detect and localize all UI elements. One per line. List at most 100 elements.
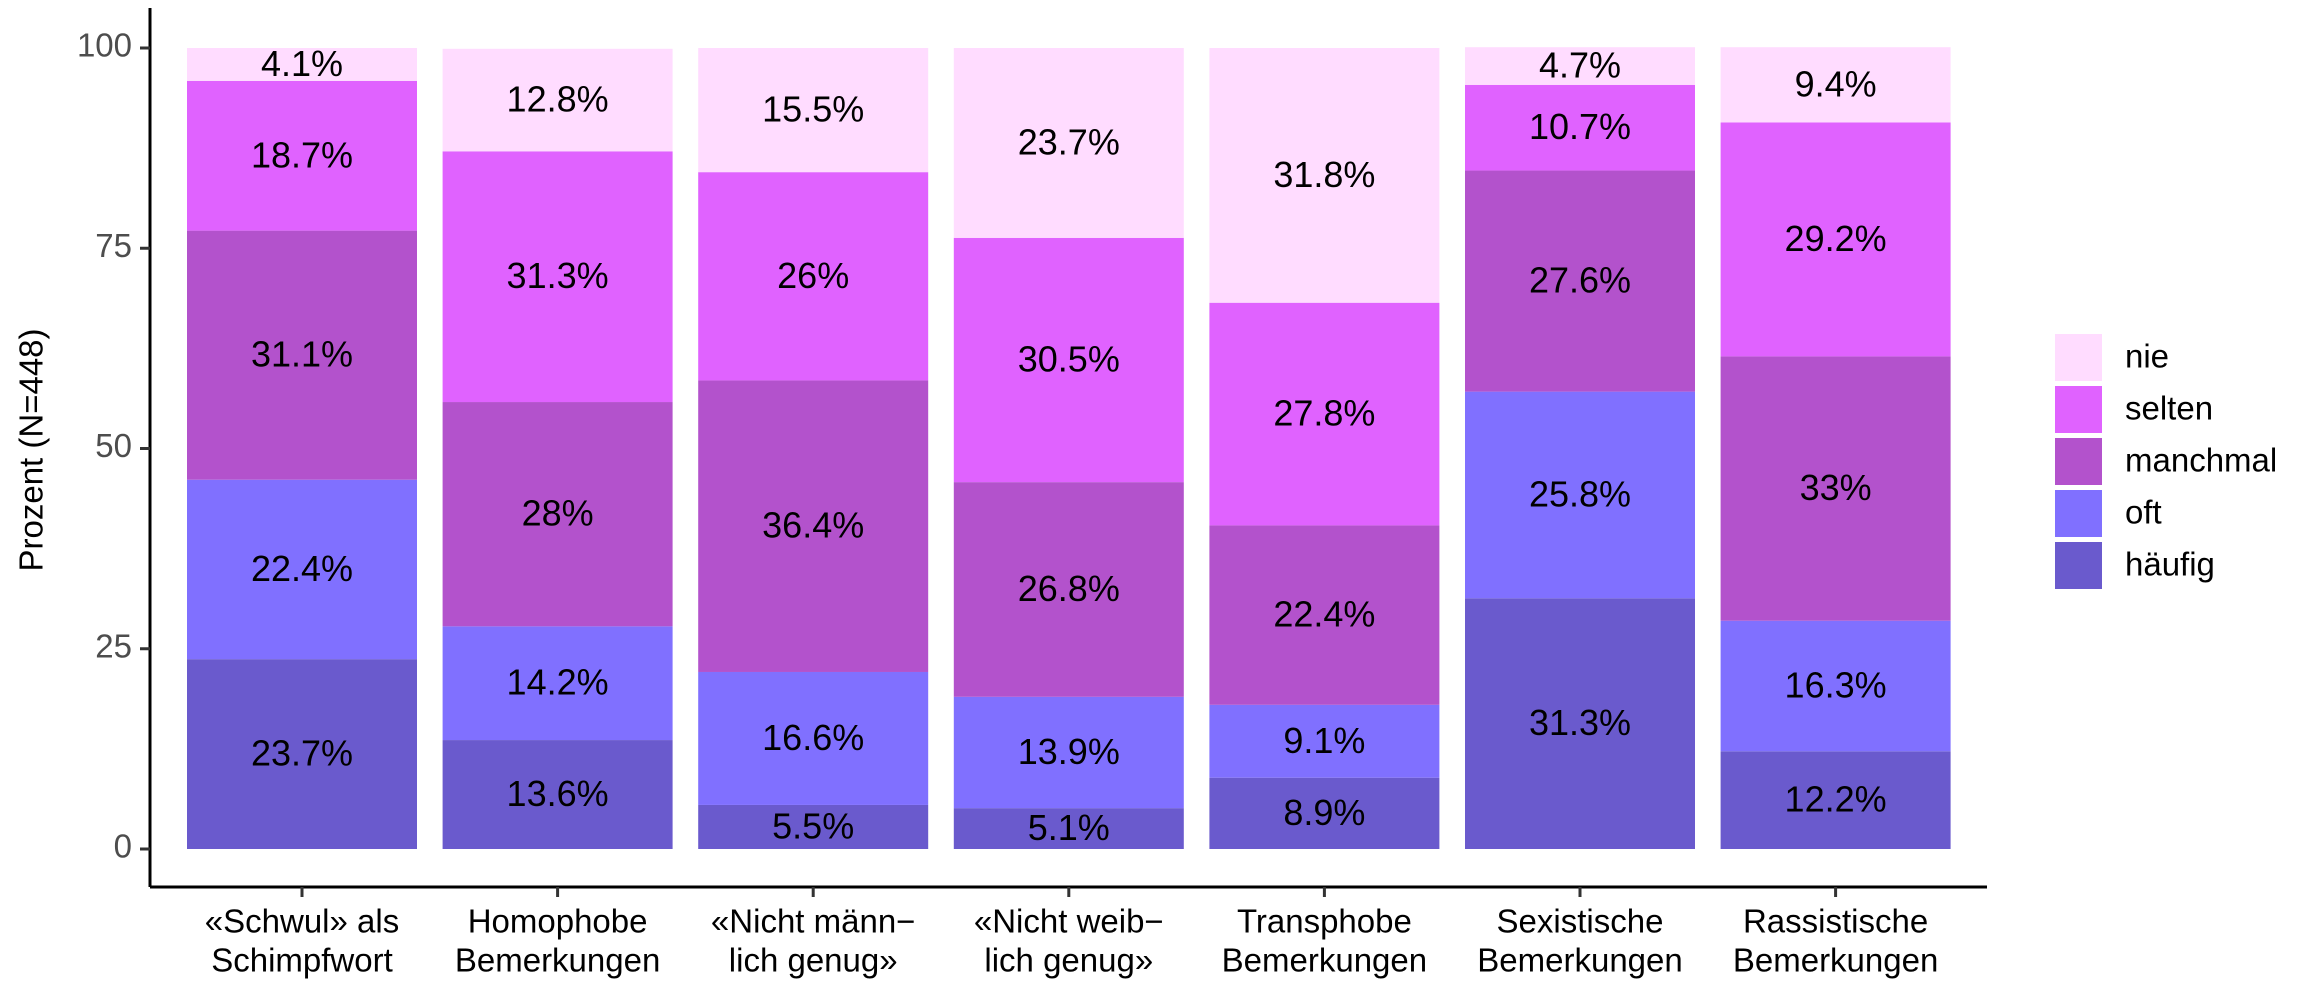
y-tick-label: 25 bbox=[95, 627, 132, 664]
value-label: 22.4% bbox=[1273, 594, 1375, 635]
value-label: 31.1% bbox=[251, 334, 353, 375]
x-tick-label: «Nicht männ− bbox=[711, 903, 916, 940]
bar-segment bbox=[1209, 302, 1440, 526]
legend-swatch bbox=[2055, 386, 2102, 433]
bar-segment bbox=[187, 230, 417, 480]
legend-label: nie bbox=[2125, 338, 2169, 375]
value-label: 9.4% bbox=[1795, 63, 1877, 104]
value-label: 33% bbox=[1800, 467, 1872, 508]
bar-segment bbox=[698, 380, 929, 672]
value-label: 36.4% bbox=[762, 505, 864, 546]
x-tick-label: Bemerkungen bbox=[1477, 942, 1682, 979]
bar-segment bbox=[1209, 777, 1440, 849]
value-label: 31.3% bbox=[1529, 702, 1631, 743]
value-label: 16.6% bbox=[762, 717, 864, 758]
x-tick-label: Homophobe bbox=[468, 903, 648, 940]
value-label: 30.5% bbox=[1018, 339, 1120, 380]
value-label: 22.4% bbox=[251, 548, 353, 589]
value-label: 13.9% bbox=[1018, 731, 1120, 772]
value-label: 13.6% bbox=[507, 773, 609, 814]
value-label: 27.8% bbox=[1273, 393, 1375, 434]
x-tick-label: lich genug» bbox=[984, 942, 1153, 979]
x-tick-label: «Nicht weib− bbox=[974, 903, 1164, 940]
bar-segment bbox=[1465, 598, 1695, 849]
legend-label: häufig bbox=[2125, 546, 2215, 583]
x-tick-label: lich genug» bbox=[729, 942, 898, 979]
x-tick-label: Bemerkungen bbox=[1733, 942, 1938, 979]
bar-segment bbox=[442, 48, 673, 152]
x-tick-label: Bemerkungen bbox=[455, 942, 660, 979]
bar-segment bbox=[1465, 47, 1695, 85]
x-tick-label: «Schwul» als bbox=[205, 903, 399, 940]
value-label: 14.2% bbox=[507, 662, 609, 703]
value-label: 4.7% bbox=[1539, 45, 1621, 86]
value-label: 8.9% bbox=[1283, 792, 1365, 833]
value-label: 5.1% bbox=[1028, 807, 1110, 848]
bar-segment bbox=[442, 740, 673, 849]
value-label: 18.7% bbox=[251, 134, 353, 175]
value-label: 31.3% bbox=[507, 255, 609, 296]
legend-label: manchmal bbox=[2125, 442, 2277, 479]
bar-segment bbox=[1465, 84, 1695, 171]
value-label: 26.8% bbox=[1018, 568, 1120, 609]
bar-segment bbox=[953, 237, 1184, 483]
bar-segment bbox=[442, 626, 673, 741]
value-label: 25.8% bbox=[1529, 473, 1631, 514]
bar-segment bbox=[1465, 391, 1695, 599]
bar-segment bbox=[953, 48, 1184, 238]
x-tick-label: Schimpfwort bbox=[211, 942, 393, 979]
bar-segment bbox=[1720, 356, 1951, 621]
value-label: 23.7% bbox=[1018, 121, 1120, 162]
value-label: 31.8% bbox=[1273, 154, 1375, 195]
legend-label: selten bbox=[2125, 390, 2213, 427]
legend-swatch bbox=[2055, 334, 2102, 381]
bar-segment bbox=[698, 48, 929, 173]
bar-segment bbox=[1209, 704, 1440, 778]
y-tick-label: 75 bbox=[95, 227, 132, 264]
x-tick-label: Rassistische bbox=[1743, 903, 1928, 940]
value-label: 27.6% bbox=[1529, 260, 1631, 301]
bar-segment bbox=[187, 48, 417, 81]
bar-segment bbox=[953, 696, 1184, 809]
bar-segment bbox=[1209, 48, 1440, 303]
bar-segment bbox=[442, 151, 673, 403]
value-label: 9.1% bbox=[1283, 720, 1365, 761]
value-label: 10.7% bbox=[1529, 106, 1631, 147]
legend-label: oft bbox=[2125, 494, 2162, 531]
y-tick-label: 0 bbox=[114, 828, 132, 865]
value-label: 23.7% bbox=[251, 733, 353, 774]
value-label: 29.2% bbox=[1785, 218, 1887, 259]
bar-segment bbox=[1209, 525, 1440, 705]
value-label: 26% bbox=[777, 255, 849, 296]
value-label: 28% bbox=[522, 493, 594, 534]
bar-segment bbox=[187, 659, 417, 849]
bar-segment bbox=[1720, 47, 1951, 123]
x-tick-label: Transphobe bbox=[1237, 903, 1412, 940]
value-label: 12.2% bbox=[1785, 779, 1887, 820]
y-axis-label: Prozent (N=448) bbox=[13, 328, 50, 571]
bar-segment bbox=[698, 172, 929, 381]
bar-segment bbox=[1465, 170, 1695, 392]
y-tick-label: 50 bbox=[95, 427, 132, 464]
bar-segment bbox=[698, 671, 929, 805]
value-label: 12.8% bbox=[507, 79, 609, 120]
bar-segment bbox=[1720, 122, 1951, 357]
legend-swatch bbox=[2055, 542, 2102, 589]
legend-swatch bbox=[2055, 490, 2102, 537]
bar-segment bbox=[698, 804, 929, 849]
value-label: 5.5% bbox=[772, 805, 854, 846]
bar-segment bbox=[953, 808, 1184, 849]
legend-swatch bbox=[2055, 438, 2102, 485]
y-tick-label: 100 bbox=[77, 27, 132, 64]
bar-segment bbox=[442, 402, 673, 627]
value-label: 16.3% bbox=[1785, 665, 1887, 706]
bar-segment bbox=[953, 482, 1184, 697]
bar-segment bbox=[187, 80, 417, 231]
bar-segment bbox=[187, 479, 417, 660]
x-tick-label: Bemerkungen bbox=[1222, 942, 1427, 979]
bar-segment bbox=[1720, 620, 1951, 752]
value-label: 15.5% bbox=[762, 89, 864, 130]
x-tick-label: Sexistische bbox=[1497, 903, 1664, 940]
bar-segment bbox=[1720, 751, 1951, 849]
